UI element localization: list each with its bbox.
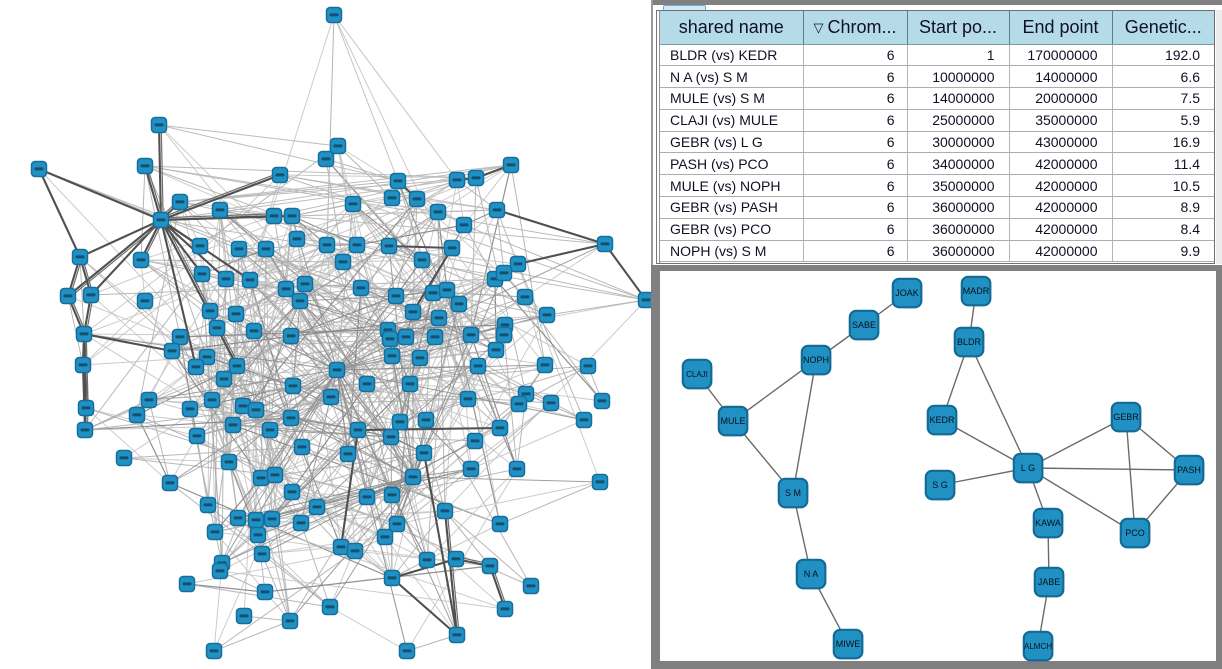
svg-text:NOPH: NOPH	[803, 355, 829, 365]
svg-text:CLAJI: CLAJI	[686, 370, 708, 379]
svg-text:MIWE: MIWE	[836, 639, 861, 649]
svg-text:GEBR: GEBR	[1113, 412, 1139, 422]
svg-text:SABE: SABE	[852, 320, 876, 330]
svg-text:KEDR: KEDR	[929, 415, 955, 425]
svg-text:ALMCH: ALMCH	[1024, 642, 1052, 651]
svg-text:L G: L G	[1021, 463, 1035, 473]
svg-text:JOAK: JOAK	[895, 288, 919, 298]
svg-text:S M: S M	[785, 488, 801, 498]
svg-text:MADR: MADR	[963, 286, 990, 296]
svg-text:S G: S G	[932, 480, 948, 490]
svg-text:PASH: PASH	[1177, 465, 1201, 475]
svg-text:JABE: JABE	[1038, 577, 1061, 587]
svg-text:PCO: PCO	[1125, 528, 1145, 538]
svg-text:MULE: MULE	[720, 416, 745, 426]
svg-text:BLDR: BLDR	[957, 337, 982, 347]
svg-text:N A: N A	[804, 569, 819, 579]
svg-text:KAWA: KAWA	[1035, 518, 1061, 528]
